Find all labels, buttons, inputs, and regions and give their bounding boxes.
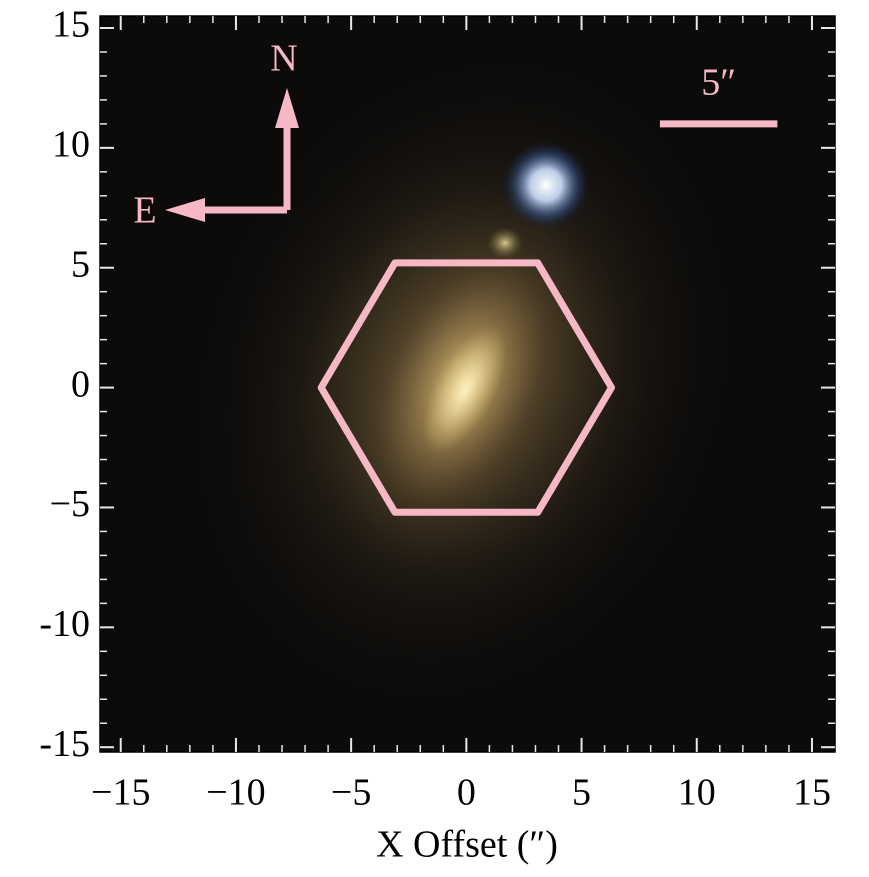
east-label: E bbox=[133, 190, 156, 232]
x-tick-label: 0 bbox=[457, 772, 476, 814]
page: X Offset (″) −15 −10 −5 0 5 10 15 -15 -10 −5 0 5 10 1… bbox=[0, 0, 869, 872]
y-tick-label: -10 bbox=[39, 603, 90, 645]
y-tick-label: 5 bbox=[71, 243, 90, 285]
x-axis-label: X Offset (″) bbox=[376, 824, 558, 866]
x-tick-label: 10 bbox=[678, 772, 716, 814]
scale-bar-label: 5″ bbox=[701, 62, 736, 104]
y-tick-label: 0 bbox=[71, 363, 90, 405]
north-label: N bbox=[270, 38, 297, 80]
y-tick-label: −5 bbox=[50, 483, 90, 525]
y-tick-label: 10 bbox=[52, 124, 90, 166]
x-tick-label: −10 bbox=[206, 772, 265, 814]
x-tick-label: 15 bbox=[793, 772, 831, 814]
x-tick-label: −5 bbox=[331, 772, 371, 814]
y-tick-label: 15 bbox=[52, 4, 90, 46]
sky-image bbox=[100, 0, 835, 779]
x-tick-label: −15 bbox=[91, 772, 150, 814]
chart: X Offset (″) −15 −10 −5 0 5 10 15 -15 -10 −5 0 5 10 1… bbox=[0, 0, 869, 872]
x-tick-label: 5 bbox=[572, 772, 591, 814]
y-tick-label: -15 bbox=[39, 723, 90, 765]
